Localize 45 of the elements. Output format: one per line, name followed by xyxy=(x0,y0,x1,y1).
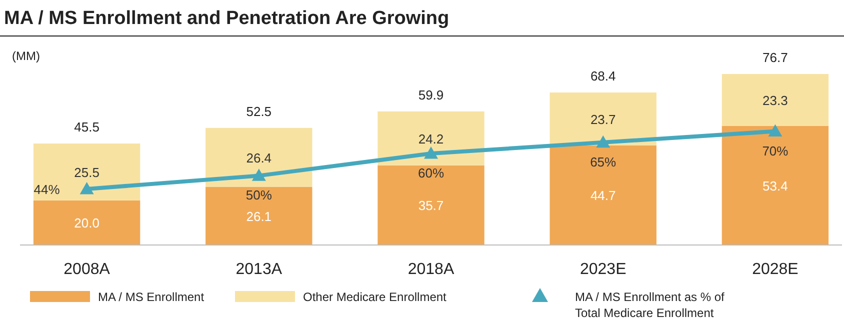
total-label: 59.9 xyxy=(418,87,444,102)
legend-label: MA / MS Enrollment xyxy=(98,290,205,304)
data-label: 20.0 xyxy=(74,216,100,231)
chart-title: MA / MS Enrollment and Penetration Are Growing xyxy=(4,8,450,29)
bar xyxy=(33,200,140,245)
bar xyxy=(206,186,312,245)
total-label: 76.7 xyxy=(762,50,788,65)
bar xyxy=(722,126,829,245)
legend-label: Other Medicare Enrollment xyxy=(303,290,448,304)
total-label: 45.5 xyxy=(74,120,100,135)
point xyxy=(424,146,438,159)
bar xyxy=(722,74,829,126)
bar xyxy=(206,128,312,187)
x-tick-label: 2013A xyxy=(236,261,282,278)
data-label: 44.7 xyxy=(590,188,616,204)
point xyxy=(768,124,782,137)
data-label: 26.1 xyxy=(246,208,272,224)
data-label: 23.7 xyxy=(590,112,616,127)
bar xyxy=(33,144,140,200)
data-label: 44% xyxy=(34,182,60,198)
x-tick-label: 2018A xyxy=(408,261,454,278)
data-label: 53.4 xyxy=(762,178,788,194)
point xyxy=(252,168,266,181)
bar xyxy=(378,165,484,245)
data-label: 70% xyxy=(762,143,789,158)
data-label: 60% xyxy=(418,165,444,180)
point xyxy=(596,135,610,148)
x-tick-label: 2008A xyxy=(64,261,110,278)
point xyxy=(80,182,94,194)
data-label: 50% xyxy=(246,188,272,203)
bar xyxy=(550,92,656,146)
bar xyxy=(550,145,656,245)
x-tick-label: 2023E xyxy=(580,261,626,278)
data-label: 23.3 xyxy=(762,92,788,108)
data-label: 24.2 xyxy=(418,131,444,146)
x-tick-label: 2028E xyxy=(752,261,798,278)
data-label: 65% xyxy=(590,154,617,170)
total-label: 52.5 xyxy=(246,104,272,119)
bar xyxy=(378,111,484,166)
data-label: 35.7 xyxy=(418,198,444,214)
data-label: 26.4 xyxy=(246,150,272,166)
data-label: 25.5 xyxy=(74,164,100,180)
total-label: 68.4 xyxy=(590,68,616,84)
y-axis-title: (MM) xyxy=(12,49,40,63)
legend-label: MA / MS Enrollment as % of Total Medicare Enrollment xyxy=(575,290,726,320)
